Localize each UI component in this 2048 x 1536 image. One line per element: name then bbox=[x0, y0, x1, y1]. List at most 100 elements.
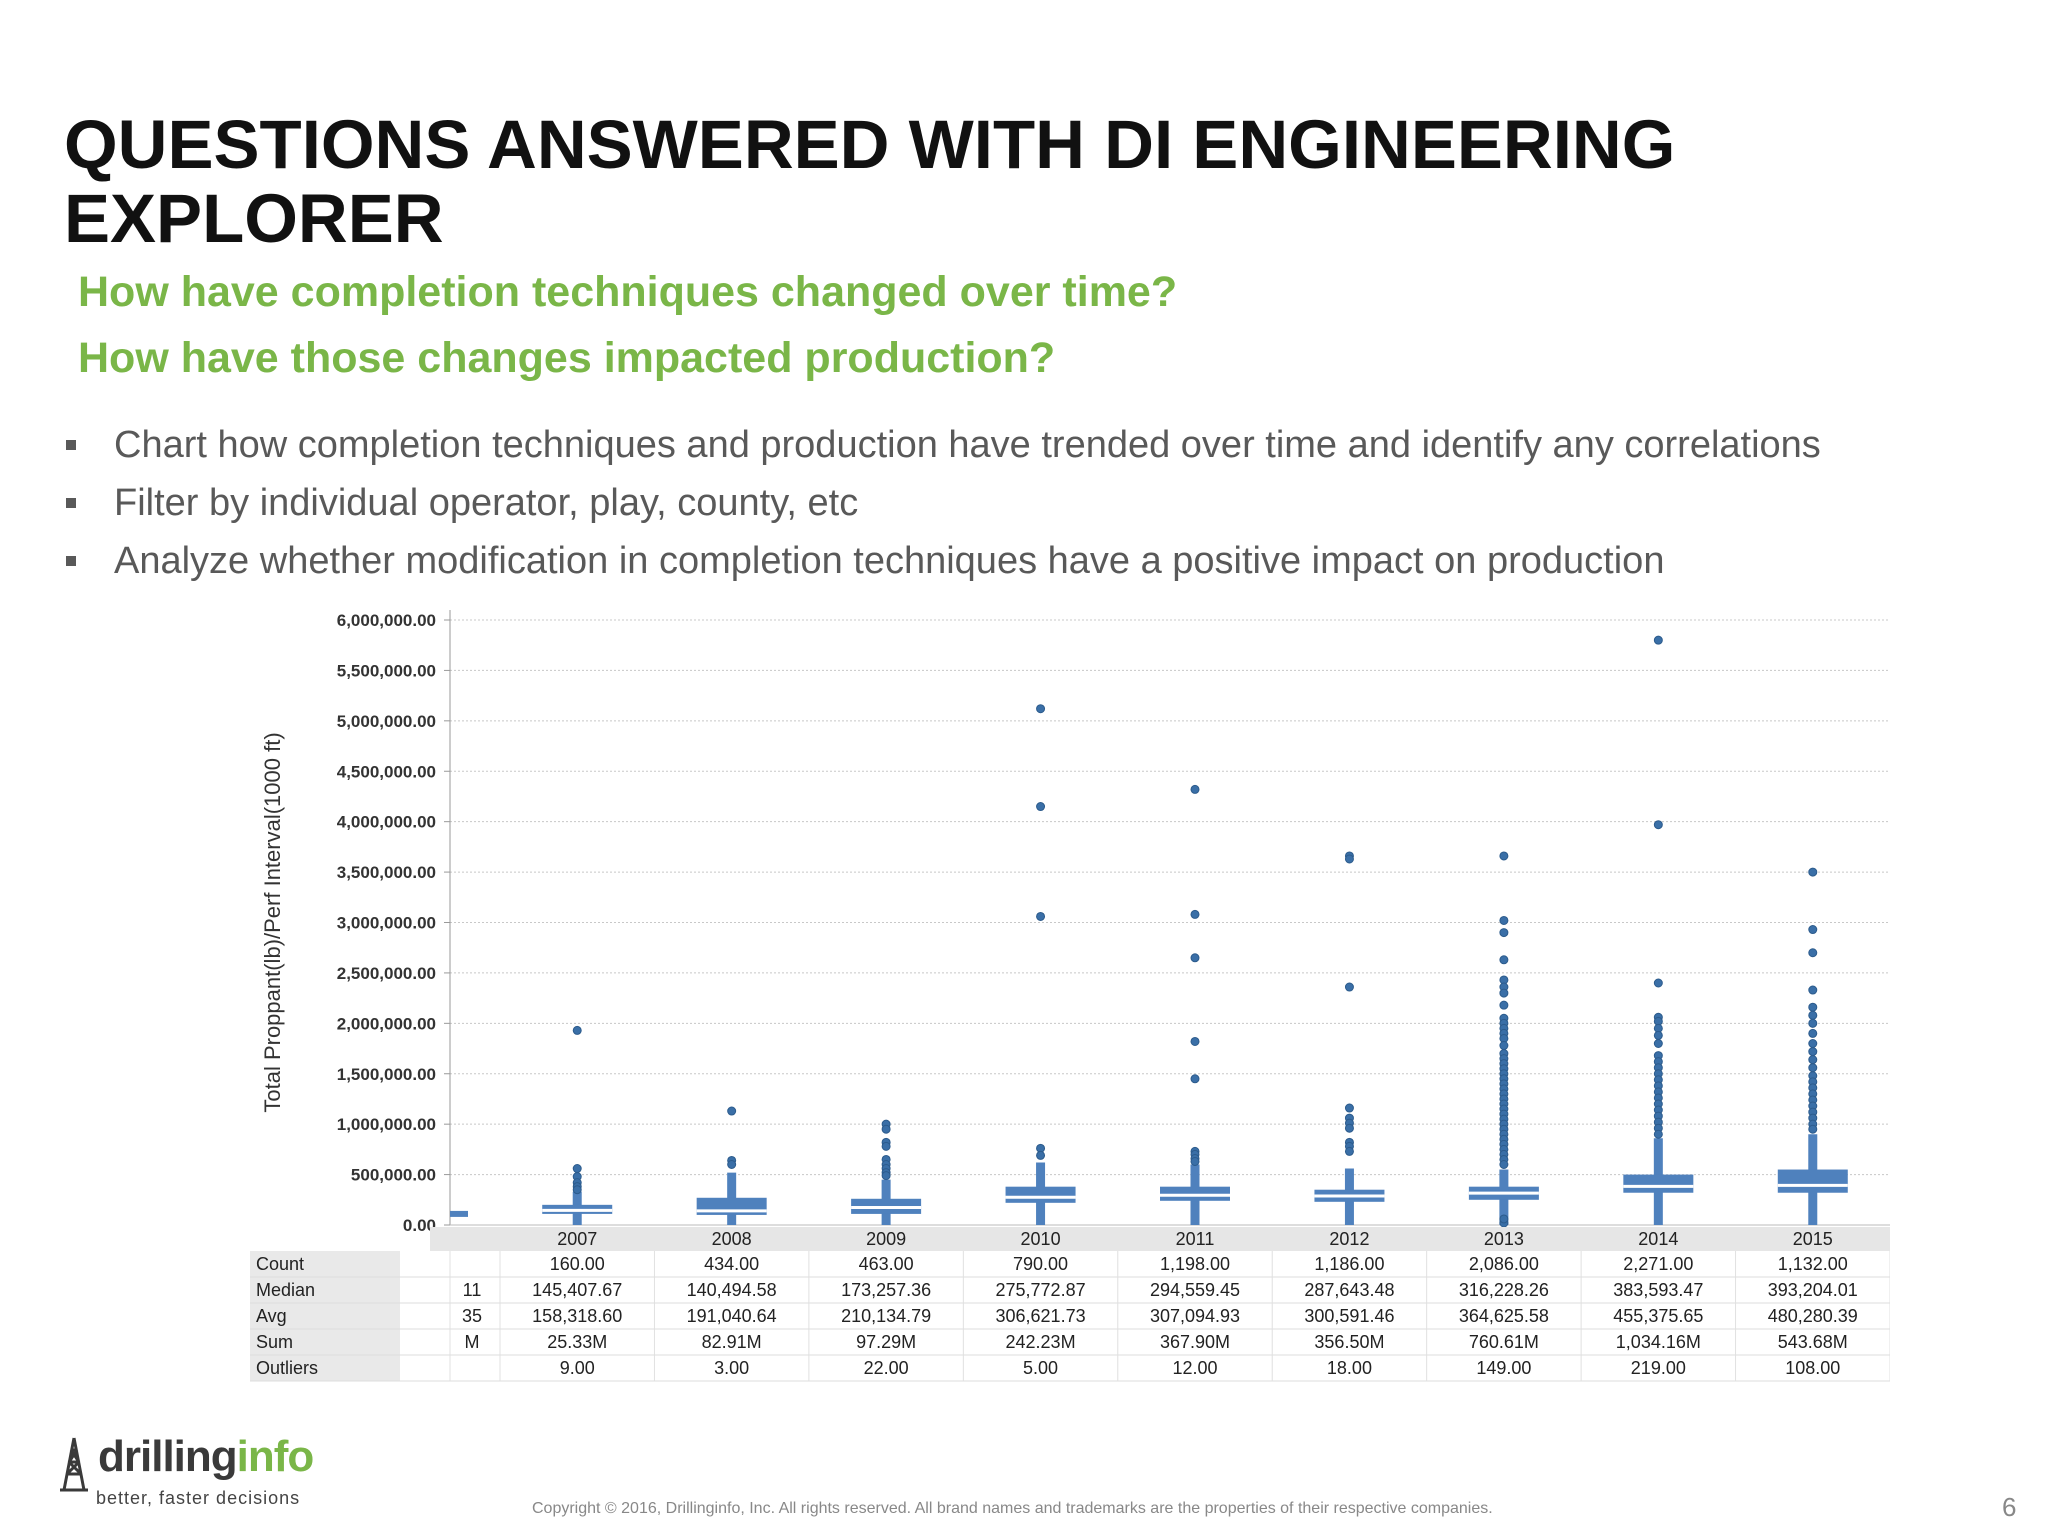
logo-name-part1: drilling bbox=[98, 1432, 238, 1481]
outlier-point bbox=[1190, 1156, 1200, 1166]
table-cell: 9.00 bbox=[560, 1358, 595, 1378]
table-cell: 2,271.00 bbox=[1623, 1254, 1693, 1274]
table-cell: 145,407.67 bbox=[532, 1280, 622, 1300]
table-cell: 543.68M bbox=[1778, 1332, 1848, 1352]
drillinginfo-logo: drillinginfo better, faster decisions bbox=[58, 1432, 328, 1522]
bullet-square-icon bbox=[66, 440, 76, 450]
table-cell: 1,132.00 bbox=[1778, 1254, 1848, 1274]
y-tick-label: 2,500,000.00 bbox=[337, 964, 436, 983]
bullet-item: Chart how completion techniques and prod… bbox=[62, 416, 1821, 474]
table-cell: 294,559.45 bbox=[1150, 1280, 1240, 1300]
table-cell: 160.00 bbox=[550, 1254, 605, 1274]
outlier-point bbox=[1036, 1150, 1046, 1160]
table-cell: 158,318.60 bbox=[532, 1306, 622, 1326]
question-1: How have completion techniques changed o… bbox=[78, 268, 1178, 316]
table-cell: 242.23M bbox=[1006, 1332, 1076, 1352]
table-cell: 25.33M bbox=[547, 1332, 607, 1352]
slide-title: QUESTIONS ANSWERED WITH DI ENGINEERING E… bbox=[64, 106, 1676, 257]
outlier-point bbox=[1499, 955, 1509, 965]
box-plot-chart: 0.00 500,000.00 1,000,000.00 1,500,000.00 2,… bbox=[250, 600, 1890, 1420]
outlier-point bbox=[1344, 1103, 1354, 1113]
table-cell: 306,621.73 bbox=[996, 1306, 1086, 1326]
outlier-point bbox=[1190, 1074, 1200, 1084]
table-cell: 275,772.87 bbox=[996, 1280, 1086, 1300]
outlier-point bbox=[1653, 1129, 1663, 1139]
outlier-point bbox=[1036, 911, 1046, 921]
table-row-label: Count bbox=[256, 1254, 304, 1274]
outlier-point bbox=[1190, 909, 1200, 919]
y-tick-label: 4,500,000.00 bbox=[337, 762, 436, 781]
table-cell: 2,086.00 bbox=[1469, 1254, 1539, 1274]
bullet-item: Analyze whether modification in completi… bbox=[62, 532, 1821, 590]
x-tick-label: 2008 bbox=[712, 1229, 752, 1249]
box-iqr bbox=[1160, 1186, 1230, 1201]
outlier-point bbox=[1653, 1030, 1663, 1040]
outlier-point bbox=[1808, 1047, 1818, 1057]
y-tick-label: 5,000,000.00 bbox=[337, 712, 436, 731]
outlier-point bbox=[572, 1185, 582, 1195]
outlier-point bbox=[1653, 1039, 1663, 1048]
outlier-point bbox=[572, 1025, 582, 1035]
outlier-point bbox=[881, 1141, 891, 1151]
y-tick-label: 3,000,000.00 bbox=[337, 914, 436, 933]
bullet-item: Filter by individual operator, play, cou… bbox=[62, 474, 1821, 532]
outlier-point bbox=[1190, 784, 1200, 794]
outlier-point bbox=[881, 1124, 891, 1134]
outlier-point bbox=[1499, 1041, 1509, 1051]
table-cell: 12.00 bbox=[1172, 1358, 1217, 1378]
y-tick-label: 500,000.00 bbox=[351, 1166, 436, 1185]
outlier-point bbox=[1344, 982, 1354, 992]
table-cell: 760.61M bbox=[1469, 1332, 1539, 1352]
bullet-list: Chart how completion techniques and prod… bbox=[62, 416, 1821, 590]
outlier-point bbox=[1344, 854, 1354, 864]
bullet-text: Chart how completion techniques and prod… bbox=[114, 424, 1821, 466]
table-cell: 173,257.36 bbox=[841, 1280, 931, 1300]
table-cell: 1,186.00 bbox=[1314, 1254, 1384, 1274]
table-row-label-bg bbox=[250, 1251, 400, 1381]
table-row-label: Sum bbox=[256, 1332, 293, 1352]
y-tick-label: 1,000,000.00 bbox=[337, 1115, 436, 1134]
outlier-point bbox=[727, 1160, 737, 1169]
table-cell: 790.00 bbox=[1013, 1254, 1068, 1274]
outlier-point bbox=[727, 1106, 737, 1116]
table-cell: 287,643.48 bbox=[1304, 1280, 1394, 1300]
outlier-point bbox=[1808, 948, 1818, 958]
y-tick-label: 1,500,000.00 bbox=[337, 1065, 436, 1084]
table-cell: 5.00 bbox=[1023, 1358, 1058, 1378]
outlier-point bbox=[1808, 1124, 1818, 1134]
table-cell: 140,494.58 bbox=[687, 1280, 777, 1300]
logo-name-part2: info bbox=[236, 1432, 315, 1481]
y-tick-label: 3,500,000.00 bbox=[337, 863, 436, 882]
table-cell: 356.50M bbox=[1314, 1332, 1384, 1352]
outlier-point bbox=[1499, 851, 1509, 861]
partial-box-median bbox=[450, 1210, 468, 1217]
outlier-point bbox=[1808, 1039, 1818, 1048]
table-cell: 22.00 bbox=[864, 1358, 909, 1378]
outlier-point bbox=[1808, 867, 1818, 877]
box-iqr bbox=[1005, 1186, 1076, 1203]
bullet-square-icon bbox=[66, 556, 76, 566]
outlier-point bbox=[1808, 1028, 1818, 1038]
table-cell: 1,198.00 bbox=[1160, 1254, 1230, 1274]
outlier-point bbox=[1036, 704, 1046, 714]
y-axis-label: Total Proppant(lb)/Perf Interval(1000 ft… bbox=[260, 732, 285, 1112]
x-tick-label: 2010 bbox=[1021, 1229, 1061, 1249]
y-tick-label: 2,000,000.00 bbox=[337, 1014, 436, 1033]
outlier-point bbox=[1808, 1010, 1818, 1020]
table-cell: 1,034.16M bbox=[1616, 1332, 1701, 1352]
table-cell: 149.00 bbox=[1476, 1358, 1531, 1378]
outlier-point bbox=[1808, 1063, 1818, 1073]
outlier-point bbox=[1808, 1002, 1818, 1012]
x-tick-label: 2011 bbox=[1176, 1229, 1215, 1249]
bullet-text: Filter by individual operator, play, cou… bbox=[114, 482, 859, 524]
oil-derrick-icon bbox=[60, 1437, 88, 1492]
table-cell: 108.00 bbox=[1785, 1358, 1840, 1378]
table-row-label: Avg bbox=[256, 1306, 287, 1326]
table-row-label: Median bbox=[256, 1280, 315, 1300]
table-partial-cell: 35 bbox=[462, 1306, 482, 1326]
outlier-point bbox=[1499, 1214, 1509, 1224]
table-cell: 434.00 bbox=[704, 1254, 759, 1274]
outlier-point bbox=[1653, 978, 1663, 988]
outlier-point bbox=[1499, 1160, 1509, 1169]
outlier-point bbox=[572, 1164, 582, 1174]
